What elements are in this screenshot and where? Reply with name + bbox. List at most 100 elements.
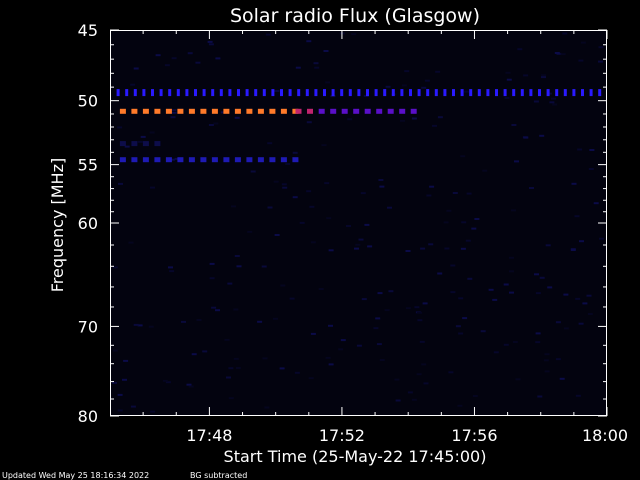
band-segment [257, 157, 264, 163]
band-segment [307, 108, 313, 114]
band-segment [188, 157, 195, 163]
band-segment [237, 89, 240, 97]
band-segment [125, 89, 129, 97]
x-axis-ticks: 17:48 17:52 17:56 18:00 [142, 30, 628, 445]
band-segment [297, 89, 301, 97]
y-tick-label: 55 [78, 156, 98, 175]
band-segment [131, 141, 138, 147]
band-segment [133, 89, 137, 97]
band-segment [376, 108, 383, 114]
band-segment [269, 108, 276, 114]
band-segment [295, 108, 302, 114]
band-segment [503, 89, 507, 97]
band-segment [159, 89, 163, 97]
band-segment [292, 157, 299, 163]
band-segment [119, 141, 126, 147]
band-segment [387, 108, 394, 114]
plot-area [110, 30, 607, 416]
band-segment [168, 89, 172, 97]
band-segment [452, 89, 455, 97]
band-segment [581, 89, 584, 97]
band-segment [211, 108, 218, 114]
band-segment [331, 89, 335, 97]
band-segment [202, 89, 206, 97]
band-segment [280, 89, 283, 97]
band-segment [529, 89, 533, 97]
band-segment [417, 89, 421, 97]
band-segment [223, 108, 230, 114]
band-segment [305, 89, 309, 97]
band-segment [374, 89, 378, 97]
band-segment [142, 141, 149, 147]
chart-title: Solar radio Flux (Glasgow) [230, 5, 480, 27]
band-segment [228, 89, 232, 97]
y-tick-label: 70 [78, 317, 98, 336]
band-segment [280, 157, 287, 163]
band-segment [119, 108, 126, 114]
band-segment [142, 108, 149, 114]
band-segment [495, 89, 498, 97]
band-segment [598, 89, 602, 97]
x-tick-label: 18:00 [582, 426, 628, 445]
y-tick-label: 45 [78, 21, 98, 40]
band-segment [131, 157, 138, 163]
y-tick-label: 50 [78, 92, 98, 111]
band-segment [353, 108, 360, 114]
band-segment [154, 141, 161, 147]
band-segment [280, 108, 287, 114]
y-tick-label: 60 [78, 214, 98, 233]
emission-bands [116, 89, 602, 163]
band-segment [119, 157, 126, 163]
x-tick-label: 17:48 [186, 426, 232, 445]
band-segment [330, 108, 337, 114]
band-segment [142, 157, 149, 163]
band-segment [262, 89, 266, 97]
x-tick-label: 17:56 [451, 426, 497, 445]
band-segment [469, 89, 473, 97]
band-segment [314, 89, 318, 97]
band-segment [391, 89, 395, 97]
band-segment [409, 89, 412, 97]
band-segment [269, 157, 276, 163]
band-segment [185, 89, 189, 97]
band-segment [142, 89, 146, 97]
band-segment [245, 89, 249, 97]
band-segment [572, 89, 576, 97]
band-segment [555, 89, 559, 97]
band-segment [254, 89, 258, 97]
band-segment [257, 108, 264, 114]
band-segment [348, 89, 352, 97]
band-segment [177, 108, 184, 114]
band-segment [176, 89, 180, 97]
x-tick-label: 17:52 [319, 426, 365, 445]
band-segment [443, 89, 447, 97]
band-segment [399, 108, 406, 114]
band-segment [538, 89, 541, 97]
band-segment [246, 157, 253, 163]
band-segment [165, 157, 172, 163]
band-segment [546, 89, 550, 97]
band-segment [194, 89, 197, 97]
band-segment [271, 89, 275, 97]
band-segment [364, 108, 371, 114]
band-segment [357, 89, 361, 97]
band-segment [177, 157, 184, 163]
y-axis-label: Frequency [MHz] [48, 158, 67, 292]
band-segment [426, 89, 430, 97]
band-segment [434, 89, 438, 97]
y-axis-ticks: 45 50 55 60 70 80 [78, 21, 607, 426]
band-segment [477, 89, 481, 97]
band-segment [211, 157, 218, 163]
band-segment [486, 89, 490, 97]
band-segment [563, 89, 567, 97]
band-segment [151, 89, 154, 97]
band-segment [323, 89, 326, 97]
band-segment [292, 108, 299, 114]
band-segment [116, 89, 120, 97]
band-segment [188, 108, 195, 114]
band-segment [383, 89, 387, 97]
band-segment [154, 108, 161, 114]
band-segment [223, 157, 230, 163]
band-segment [520, 89, 524, 97]
